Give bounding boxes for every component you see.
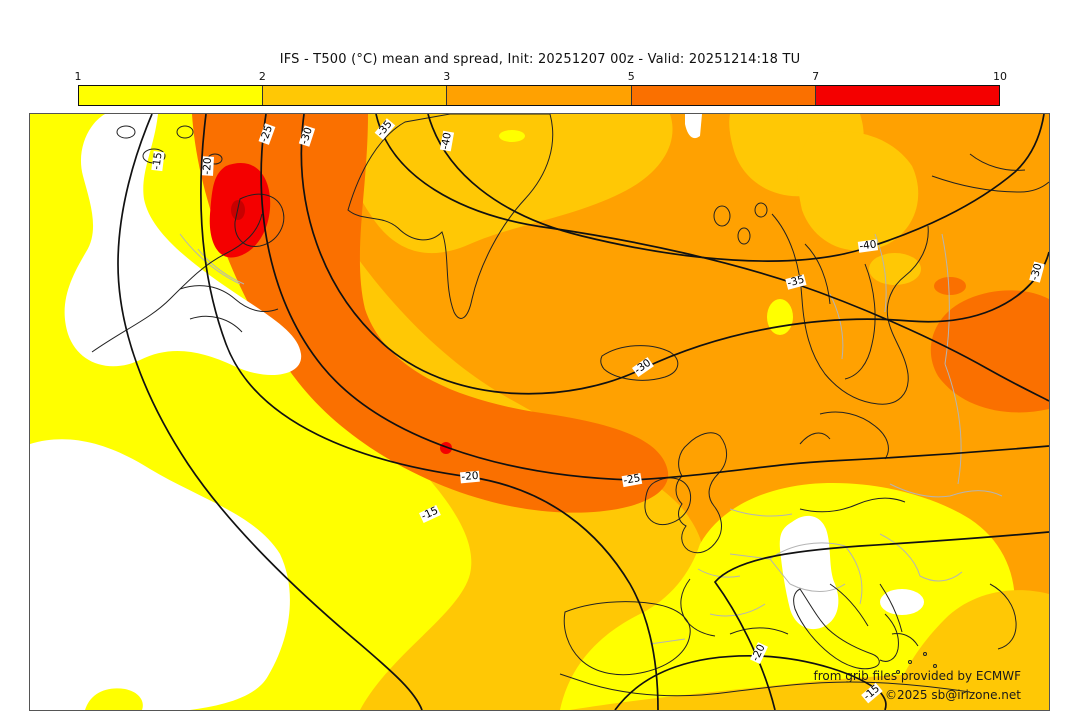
colorbar-tick: 1 [74,70,82,83]
colorbar-tick: 5 [627,70,635,83]
spread-5-7-region [192,114,669,513]
spread-5-7-region [934,277,966,295]
colorbar-segment-1-2 [79,86,264,105]
spread-low-region [30,439,290,710]
weather-map: -15 -20 -25 -30 -35 -40 -40 -35 -30 -30 -25 -20 -15-… [29,113,1050,711]
map-canvas [30,114,1049,710]
spread-low-region [85,688,143,710]
spread-2-3-region [340,114,673,254]
attribution-copyright: ©2025 sb@irizone.net [885,688,1021,702]
page-title: IFS - T500 (°C) mean and spread, Init: 2… [279,52,801,67]
spread-2-3-region [797,131,919,251]
colorbar-segment-2-3 [263,86,448,105]
spread-1-2-region [767,299,793,335]
spread-low-region [64,114,302,376]
attribution-source: from grib files provided by ECMWF [813,669,1021,683]
colorbar-segment-7-10 [815,86,1000,105]
colorbar-segment-5-7 [631,86,816,105]
spread-low-region [779,515,839,630]
colorbar-segment-3-5 [447,86,632,105]
spread-low-region [880,589,924,615]
spread-2-3-region [869,253,921,285]
spread-2-3-region [890,590,1049,710]
country-borders [179,233,1003,645]
colorbar: 1 2 3 5 7 10 [74,70,1008,106]
contour-label: -15 [150,150,165,172]
contour-label: -20 [201,156,214,176]
spread-5-7-region [930,290,1049,413]
coastlines [91,114,1049,697]
colorbar-tick: 3 [443,70,451,83]
contour-label: -20 [459,469,481,484]
colorbar-tick: 10 [993,70,1007,83]
colorbar-tick-labels: 1 2 3 5 7 10 [74,70,1008,85]
spread-low-region [685,114,702,139]
colorbar-scale [78,85,1000,106]
colorbar-tick: 2 [258,70,266,83]
spread-1-2-region [499,130,525,142]
mean-contours [117,114,1049,710]
colorbar-tick: 7 [812,70,820,83]
